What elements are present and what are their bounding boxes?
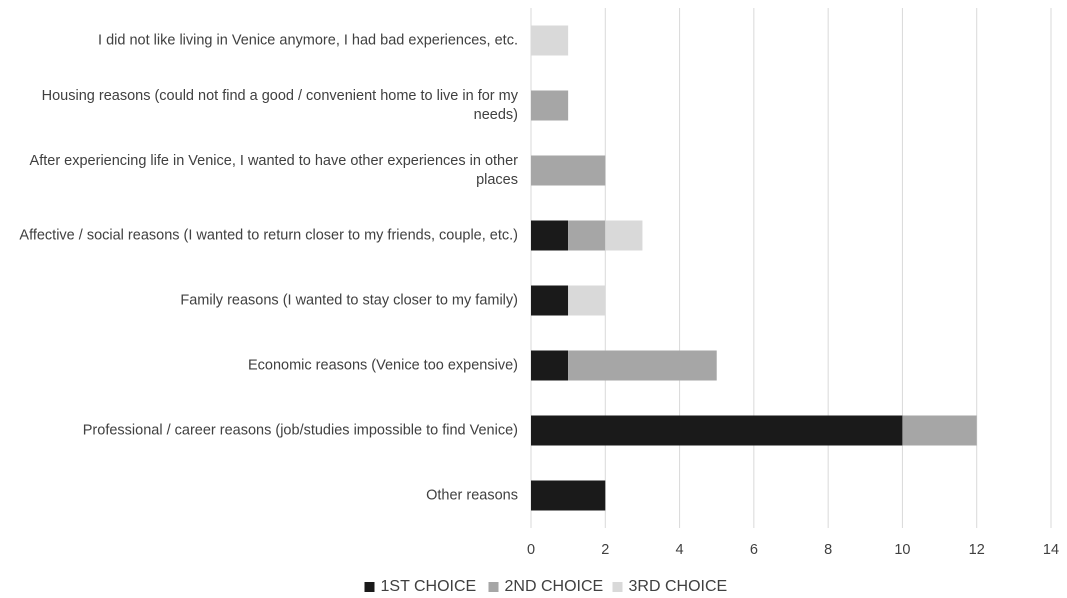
x-tick-label: 2 [601,542,609,558]
bar-1-cat-3 [531,220,569,251]
bars [531,25,977,511]
category-label: needs) [474,107,518,123]
x-tick-label: 12 [969,542,985,558]
bar-1-cat-5 [531,350,569,381]
x-tick-label: 6 [750,542,758,558]
legend-label-2: 2ND CHOICE [505,578,604,595]
category-label: Housing reasons (could not find a good /… [42,88,519,104]
category-label: After experiencing life in Venice, I wan… [30,153,519,169]
legend-swatch-1 [364,582,375,592]
bar-2-cat-2 [531,155,606,186]
bar-1-cat-6 [531,415,903,446]
bar-3-cat-3 [605,220,643,251]
bar-2-cat-3 [568,220,606,251]
category-label: Other reasons [426,487,518,503]
x-tick-label: 10 [894,542,910,558]
bar-1-cat-4 [531,285,569,316]
x-axis-ticks: 0 2 4 6 8 10 12 14 [527,542,1059,558]
bar-3-cat-4 [568,285,606,316]
legend: 1ST CHOICE 2ND CHOICE 3RD CHOICE [364,578,728,595]
legend-swatch-3 [612,582,623,592]
category-label: Family reasons (I wanted to stay closer … [180,292,518,308]
legend-swatch-2 [488,582,499,592]
x-tick-label: 14 [1043,542,1059,558]
x-tick-label: 4 [676,542,684,558]
category-labels: I did not like living in Venice anymore,… [19,32,518,503]
bar-2-cat-5 [568,350,717,381]
category-label: Professional / career reasons (job/studi… [83,422,518,438]
legend-label-3: 3RD CHOICE [629,578,728,595]
legend-label-1: 1ST CHOICE [381,578,477,595]
bar-1-cat-7 [531,480,606,511]
gridlines [530,8,1052,528]
category-label: Affective / social reasons (I wanted to … [19,227,518,243]
bar-2-cat-6 [902,415,977,446]
category-label: I did not like living in Venice anymore,… [98,32,518,48]
x-tick-label: 0 [527,542,535,558]
category-label: places [476,172,518,188]
x-tick-label: 8 [824,542,832,558]
category-label: Economic reasons (Venice too expensive) [248,357,518,373]
bar-3-cat-0 [531,25,569,56]
bar-2-cat-1 [531,90,569,121]
